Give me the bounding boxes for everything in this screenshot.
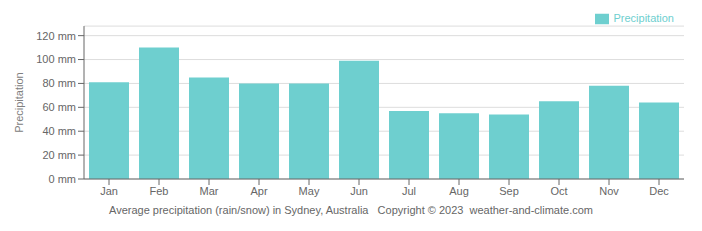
svg-text:Nov: Nov	[599, 185, 619, 197]
svg-text:Jan: Jan	[100, 185, 118, 197]
svg-text:Jun: Jun	[350, 185, 368, 197]
svg-text:80 mm: 80 mm	[42, 77, 76, 89]
svg-text:20 mm: 20 mm	[42, 149, 76, 161]
svg-text:120 mm: 120 mm	[36, 30, 76, 42]
svg-text:May: May	[299, 185, 320, 197]
svg-text:100 mm: 100 mm	[36, 53, 76, 65]
svg-text:60 mm: 60 mm	[42, 101, 76, 113]
html-text:Average precipitation (rain/sn: Average precipitation (rain/snow) in Syd…	[109, 204, 593, 216]
svg-text:0 mm: 0 mm	[49, 173, 77, 185]
svg-text:Aug: Aug	[449, 185, 469, 197]
svg-text:Precipitation: Precipitation	[13, 72, 25, 133]
html-text:Precipitation: Precipitation	[613, 12, 674, 24]
svg-text:Feb: Feb	[150, 185, 169, 197]
svg-text:Mar: Mar	[200, 185, 219, 197]
svg-text:Apr: Apr	[250, 185, 267, 197]
svg-text:Jul: Jul	[402, 185, 416, 197]
svg-text:Dec: Dec	[649, 185, 669, 197]
svg-text:Oct: Oct	[550, 185, 567, 197]
svg-text:40 mm: 40 mm	[42, 125, 76, 137]
svg-text:Sep: Sep	[499, 185, 519, 197]
